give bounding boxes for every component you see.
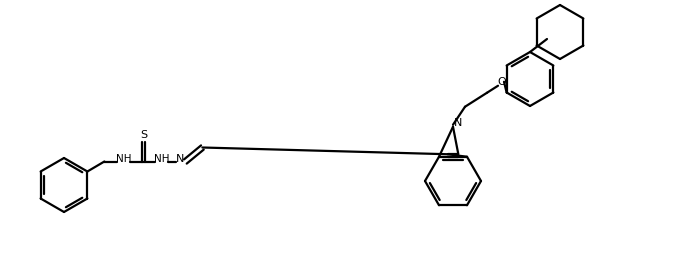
Text: N: N <box>176 153 185 163</box>
Text: O: O <box>497 77 506 87</box>
Text: NH: NH <box>154 153 169 163</box>
Text: S: S <box>140 131 148 140</box>
Text: NH: NH <box>116 153 131 163</box>
Text: N: N <box>454 118 462 128</box>
